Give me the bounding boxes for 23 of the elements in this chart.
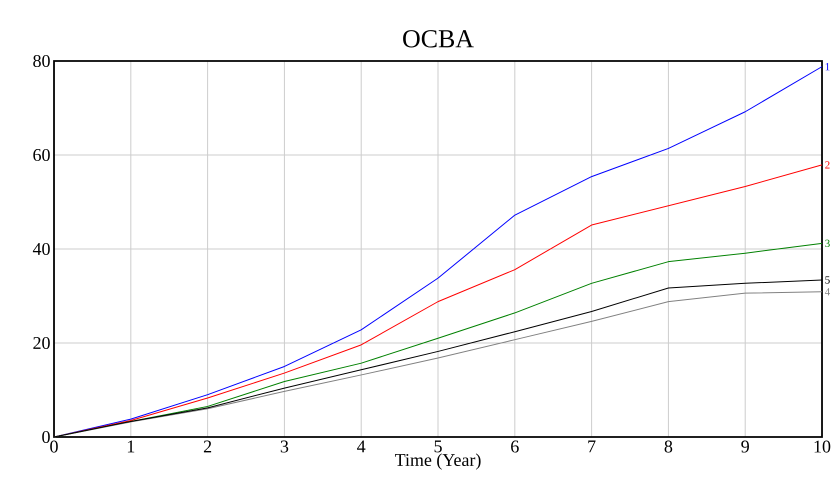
- x-tick-label: 10: [814, 440, 830, 453]
- chart-title: OCBA: [403, 30, 474, 48]
- series-label: 5: [825, 276, 830, 284]
- y-tick-label: 20: [33, 336, 50, 350]
- series-label: 4: [824, 288, 830, 296]
- x-tick-label: 3: [280, 440, 288, 453]
- x-tick-label: 4: [357, 440, 366, 452]
- y-tick-label: 0: [42, 430, 50, 444]
- x-tick-label: 6: [511, 440, 519, 453]
- x-tick-label: 9: [741, 440, 749, 453]
- x-tick-label: 7: [588, 440, 596, 452]
- series-label: 1: [826, 63, 830, 70]
- y-tick-label: 80: [33, 54, 50, 68]
- y-tick-label: 60: [33, 148, 50, 162]
- y-tick-label: 40: [32, 242, 50, 256]
- x-axis-title: Time (Year): [394, 453, 481, 470]
- x-tick-label: 1: [128, 440, 134, 452]
- series-label: 3: [825, 240, 830, 248]
- x-tick-label: 2: [204, 440, 212, 452]
- x-tick-label: 8: [664, 440, 672, 453]
- x-tick-label: 5: [434, 440, 442, 452]
- x-tick-label: 0: [50, 440, 58, 453]
- series-label: 2: [825, 161, 830, 168]
